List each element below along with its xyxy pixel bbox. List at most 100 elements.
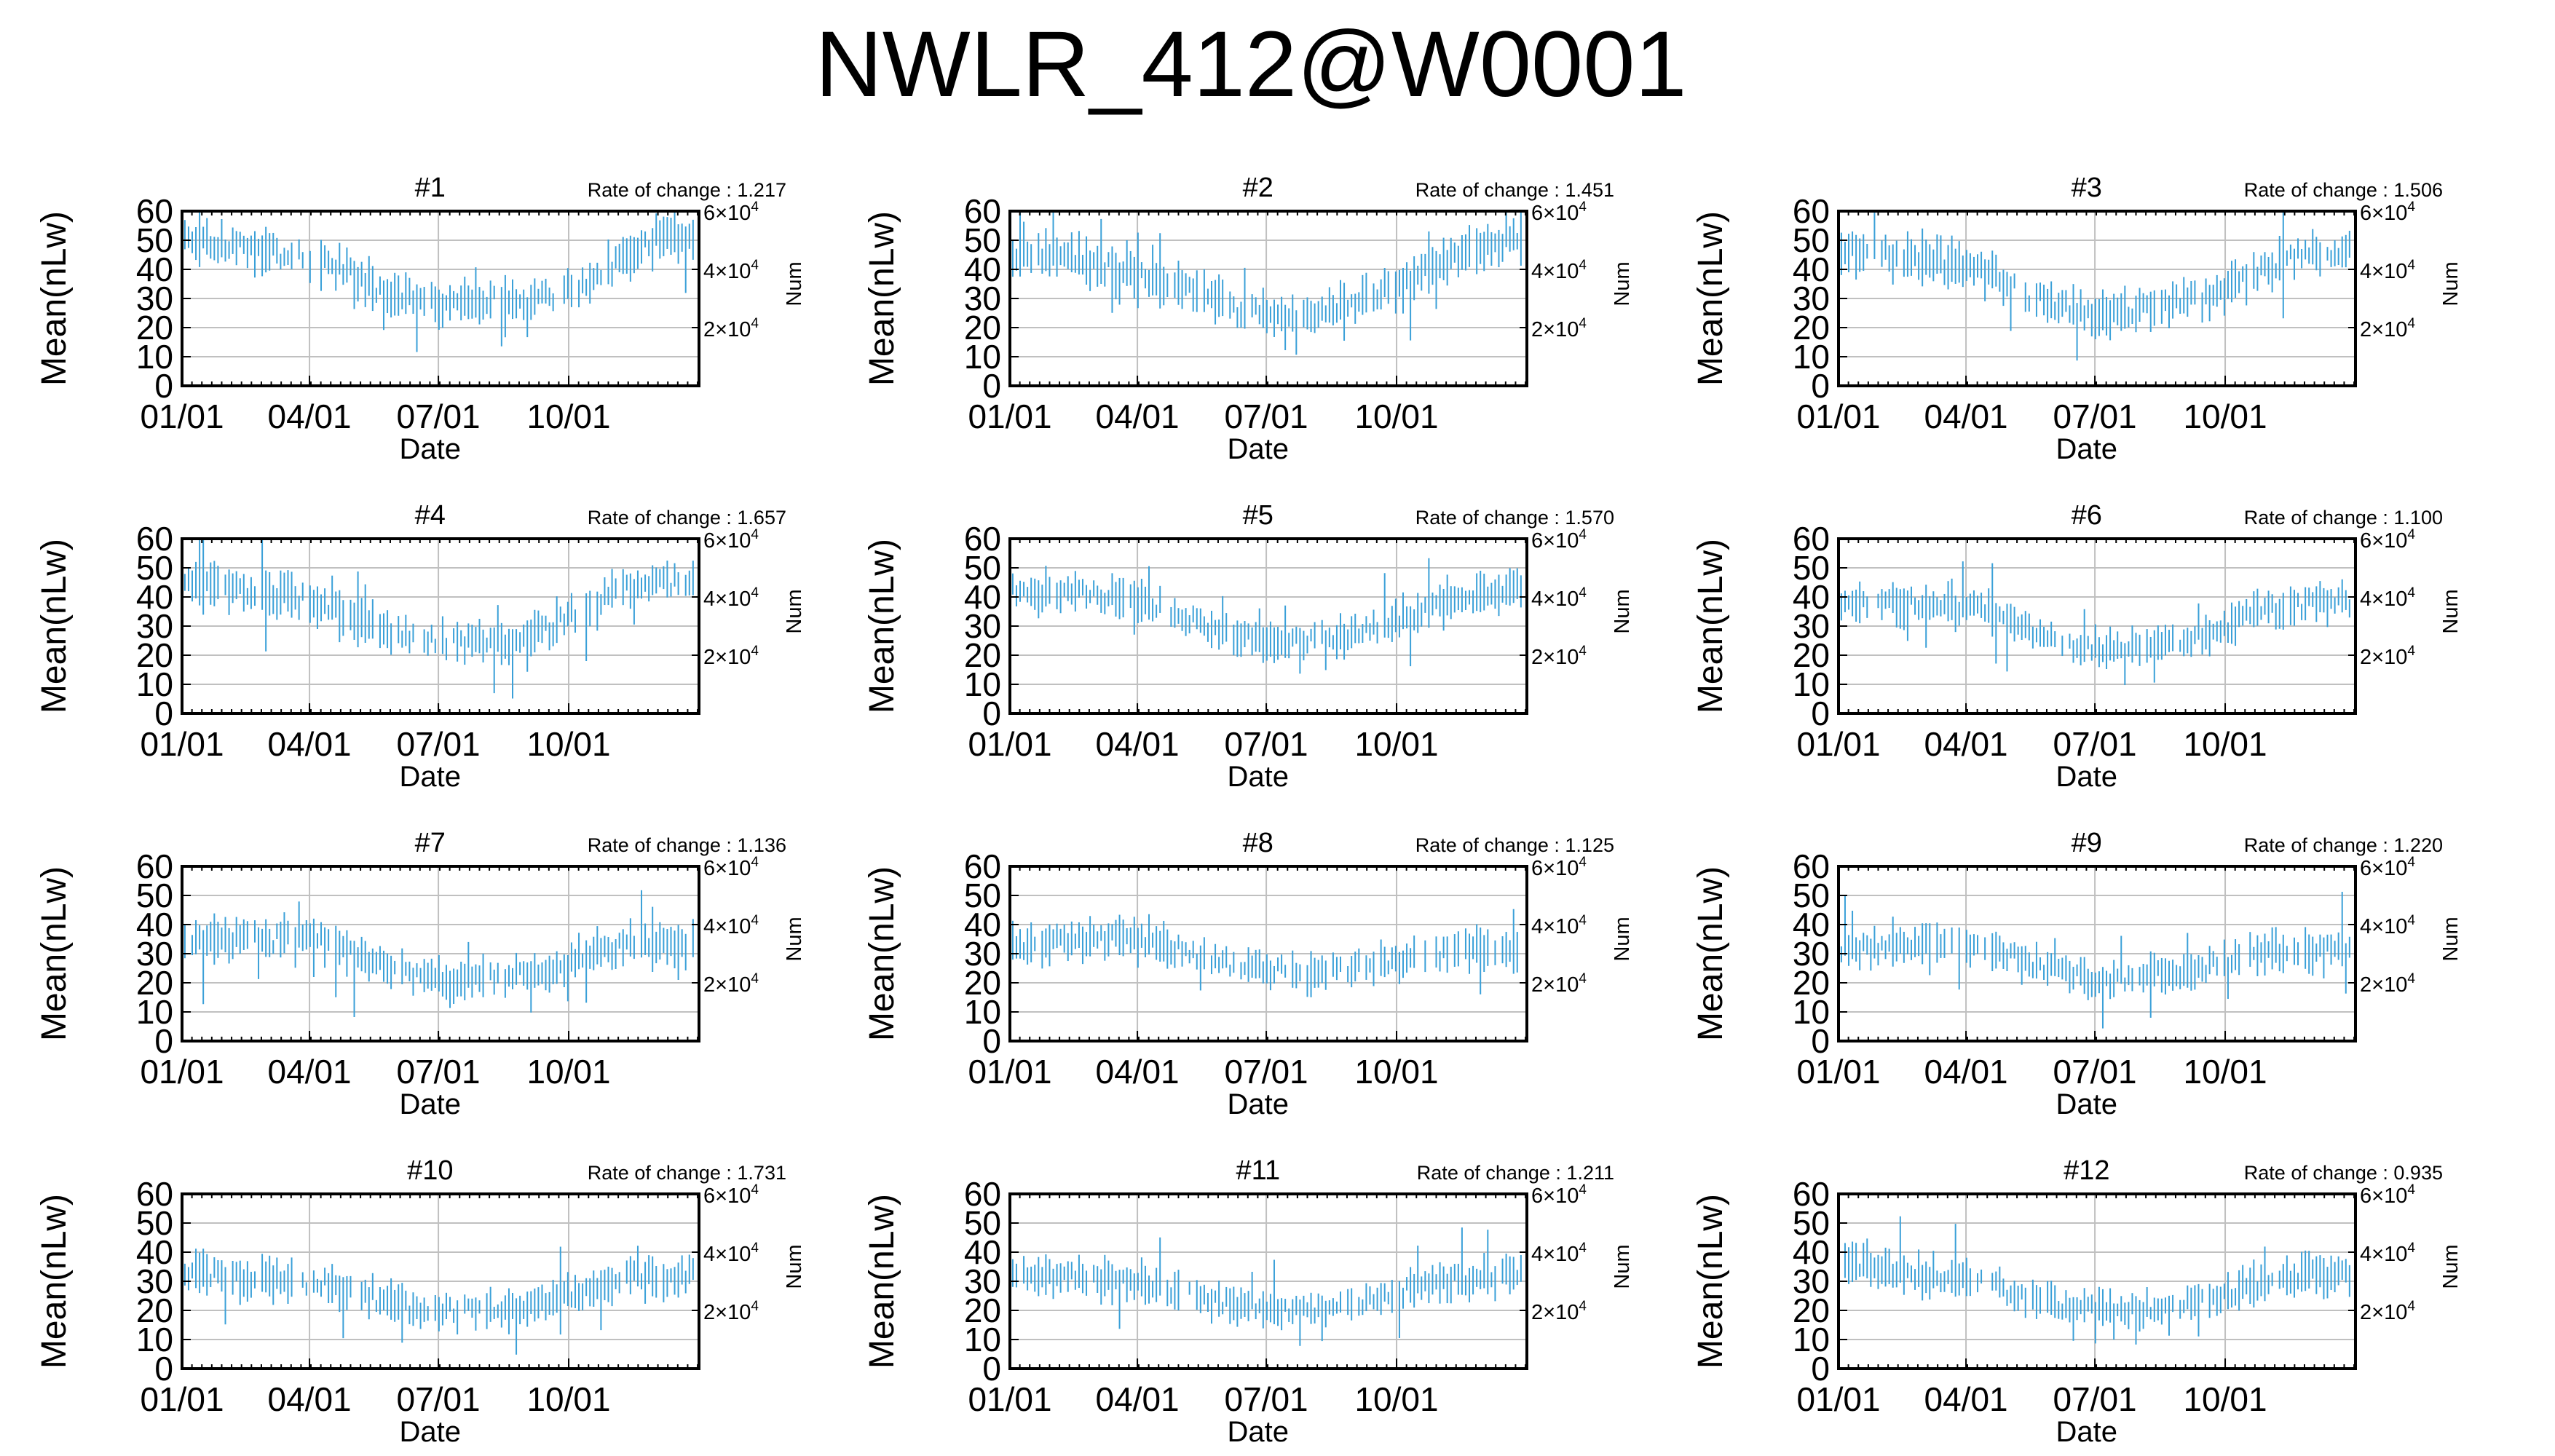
x-tick-label: 01/01: [140, 1053, 224, 1091]
y2-tick-exponent: 4: [2407, 1182, 2415, 1198]
x-tick-label: 10/01: [1354, 725, 1438, 763]
panel-title: #8: [1243, 828, 1273, 858]
y2-tick-exponent: 4: [1579, 1182, 1587, 1198]
y2-tick-exponent: 4: [751, 527, 759, 542]
rate-of-change-label: Rate of change : 1.220: [2244, 834, 2443, 856]
y2-tick-label: 6×104: [703, 199, 759, 225]
gridlines: [1010, 1194, 1527, 1369]
y2-tick-base: 6×10: [703, 529, 751, 553]
x-tick-label: 07/01: [1225, 1053, 1308, 1091]
y-tick-label: 0: [154, 1022, 173, 1060]
y2-tick-exponent: 4: [2407, 1241, 2415, 1256]
x-axis-label: Date: [1228, 1088, 1290, 1120]
y2-tick-base: 6×10: [1531, 529, 1579, 553]
y2-tick-base: 4×10: [2360, 260, 2407, 283]
x-tick-label: 07/01: [397, 397, 481, 435]
x-axis-label: Date: [1228, 433, 1290, 465]
x-axis-label: Date: [1228, 761, 1290, 793]
rate-of-change-label: Rate of change : 0.935: [2244, 1162, 2443, 1184]
x-tick-label: 04/01: [1096, 397, 1180, 435]
y2-tick-base: 6×10: [703, 202, 751, 225]
panel-title: #1: [415, 173, 446, 203]
y2-axis-label: Num: [1611, 917, 1634, 961]
y-axis-label: Mean(nLw): [1691, 866, 1730, 1041]
y2-tick-label: 4×104: [703, 585, 759, 611]
y2-tick-label: 4×104: [1531, 258, 1587, 283]
y-tick-label: 0: [982, 1022, 1001, 1060]
y2-tick-exponent: 4: [1579, 258, 1587, 273]
y-tick-label: 60: [136, 847, 173, 885]
data-series: [1011, 909, 1518, 997]
x-tick-label: 01/01: [968, 397, 1051, 435]
y-tick-label: 30: [136, 607, 173, 645]
y2-tick-base: 4×10: [703, 1243, 751, 1266]
y-tick-label: 20: [136, 309, 173, 347]
y2-tick-base: 4×10: [2360, 1243, 2407, 1266]
x-tick-label: 04/01: [268, 1380, 352, 1418]
y2-tick-label: 6×104: [2360, 855, 2415, 880]
data-series: [183, 211, 694, 352]
y2-tick-exponent: 4: [1579, 199, 1587, 215]
gridlines: [1010, 211, 1527, 386]
y2-tick-label: 2×104: [2360, 971, 2415, 997]
rate-of-change-label: Rate of change : 1.136: [588, 834, 786, 856]
panel-title: #2: [1243, 173, 1273, 203]
x-tick-label: 10/01: [2183, 397, 2267, 435]
y-tick-label: 30: [964, 607, 1001, 645]
y2-axis-label: Num: [783, 589, 806, 633]
y2-tick-exponent: 4: [2407, 585, 2415, 601]
y2-tick-label: 4×104: [1531, 585, 1587, 611]
y2-tick-label: 4×104: [2360, 258, 2415, 283]
y2-tick-label: 2×104: [703, 1299, 759, 1324]
y2-tick-label: 2×104: [703, 316, 759, 341]
y-tick-label: 60: [1793, 847, 1830, 885]
y-tick-label: 0: [982, 695, 1001, 732]
x-tick-label: 04/01: [1924, 1053, 2008, 1091]
y-tick-label: 40: [136, 250, 173, 288]
x-axis-label: Date: [2056, 1416, 2118, 1448]
y-tick-label: 20: [964, 1291, 1001, 1329]
axis-ticks: [1009, 538, 1527, 714]
y2-axis-label: Num: [2439, 261, 2463, 306]
y2-tick-base: 6×10: [2360, 202, 2407, 225]
y2-tick-exponent: 4: [751, 855, 759, 870]
panel-grid: #1 Rate of change : 1.217010203040506001/…: [35, 173, 2463, 1448]
x-tick-label: 10/01: [526, 397, 610, 435]
y2-tick-base: 6×10: [1531, 202, 1579, 225]
axis-ticks: [1838, 538, 2355, 714]
rate-of-change-label: Rate of change : 1.731: [588, 1162, 786, 1184]
y-axis-label: Mean(nLw): [863, 211, 901, 386]
y2-tick-base: 6×10: [2360, 1184, 2407, 1208]
y-tick-label: 30: [1793, 1262, 1830, 1300]
rate-of-change-label: Rate of change : 1.451: [1415, 179, 1614, 201]
x-axis-label: Date: [400, 433, 462, 465]
y-tick-label: 40: [1793, 250, 1830, 288]
y-tick-label: 60: [136, 1175, 173, 1213]
x-axis-label: Date: [400, 1416, 462, 1448]
y-tick-label: 40: [1793, 578, 1830, 616]
y-tick-label: 10: [136, 665, 173, 703]
x-tick-label: 07/01: [397, 1053, 481, 1091]
gridlines: [1010, 866, 1527, 1041]
y-tick-label: 40: [136, 906, 173, 943]
y-tick-label: 10: [136, 338, 173, 376]
y2-tick-exponent: 4: [751, 913, 759, 928]
y-tick-label: 20: [1793, 309, 1830, 347]
y-tick-label: 30: [1793, 607, 1830, 645]
y-tick-label: 0: [1811, 1350, 1830, 1388]
x-tick-label: 01/01: [1796, 725, 1880, 763]
y2-tick-exponent: 4: [2407, 913, 2415, 928]
y2-tick-base: 6×10: [1531, 1184, 1579, 1208]
y2-tick-base: 2×10: [703, 1301, 751, 1324]
y2-tick-label: 6×104: [1531, 855, 1587, 880]
y2-tick-label: 6×104: [703, 527, 759, 553]
data-series: [1840, 561, 2350, 686]
y-tick-label: 40: [964, 1233, 1001, 1271]
axis-ticks: [1838, 1193, 2355, 1369]
x-tick-label: 07/01: [2053, 397, 2137, 435]
x-tick-label: 10/01: [526, 1380, 610, 1418]
